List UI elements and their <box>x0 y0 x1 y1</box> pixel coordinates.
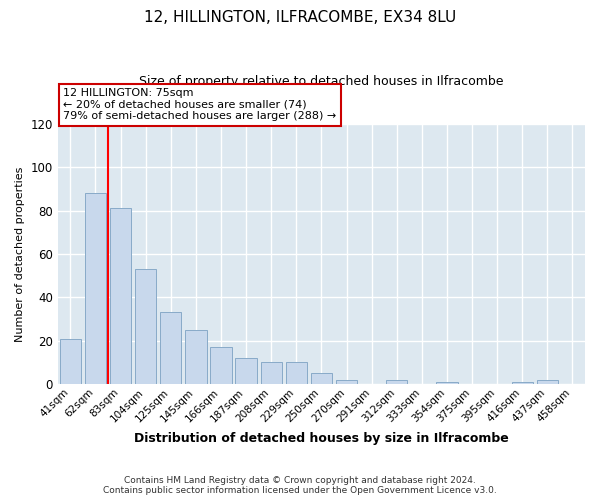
Text: 12 HILLINGTON: 75sqm
← 20% of detached houses are smaller (74)
79% of semi-detac: 12 HILLINGTON: 75sqm ← 20% of detached h… <box>63 88 337 122</box>
Bar <box>436 382 458 384</box>
Bar <box>59 338 81 384</box>
Bar <box>110 208 131 384</box>
Bar <box>286 362 307 384</box>
Bar <box>536 380 558 384</box>
Bar <box>85 194 106 384</box>
Bar <box>260 362 282 384</box>
Bar <box>235 358 257 384</box>
Title: Size of property relative to detached houses in Ilfracombe: Size of property relative to detached ho… <box>139 75 503 88</box>
Text: Contains HM Land Registry data © Crown copyright and database right 2024.
Contai: Contains HM Land Registry data © Crown c… <box>103 476 497 495</box>
Y-axis label: Number of detached properties: Number of detached properties <box>15 166 25 342</box>
Bar <box>512 382 533 384</box>
Bar <box>160 312 181 384</box>
Text: 12, HILLINGTON, ILFRACOMBE, EX34 8LU: 12, HILLINGTON, ILFRACOMBE, EX34 8LU <box>144 10 456 25</box>
Bar <box>311 373 332 384</box>
Bar <box>386 380 407 384</box>
Bar <box>211 347 232 384</box>
Bar <box>336 380 357 384</box>
Bar <box>185 330 206 384</box>
Bar <box>135 269 157 384</box>
X-axis label: Distribution of detached houses by size in Ilfracombe: Distribution of detached houses by size … <box>134 432 509 445</box>
